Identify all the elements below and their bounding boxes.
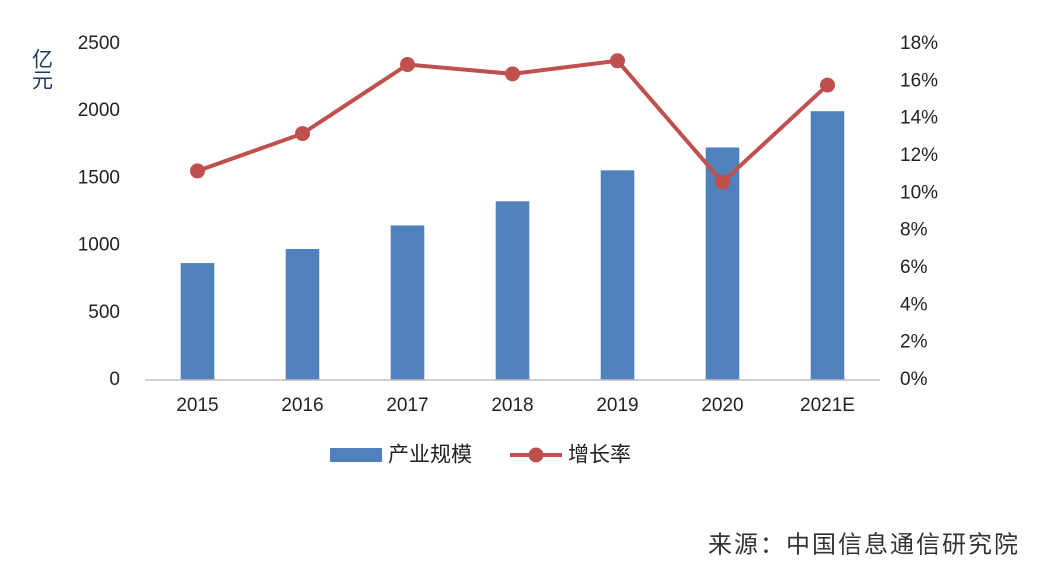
- y2-tick-label: 12%: [900, 145, 938, 166]
- y-tick-label: 2000: [78, 100, 120, 121]
- legend-swatch: [330, 448, 382, 462]
- y-tick-label: 0: [109, 369, 120, 390]
- x-tick-label: 2018: [491, 395, 533, 416]
- x-tick-label: 2017: [386, 395, 428, 416]
- y2-tick-label: 8%: [900, 220, 928, 241]
- bar: [285, 248, 320, 380]
- y2-tick-label: 0%: [900, 369, 928, 390]
- y-axis-label: 亿元: [29, 48, 53, 90]
- bar: [810, 111, 845, 380]
- y2-tick-label: 10%: [900, 182, 938, 203]
- bar: [390, 225, 425, 380]
- y2-tick-label: 2%: [900, 332, 928, 353]
- line-point: [715, 174, 730, 190]
- y2-tick-label: 4%: [900, 294, 928, 315]
- x-tick-label: 2016: [281, 395, 323, 416]
- y-tick-label: 1500: [78, 167, 120, 188]
- legend-label: 产业规模: [388, 444, 472, 467]
- legend-label: 增长率: [568, 444, 631, 467]
- y2-tick-label: 18%: [900, 33, 938, 54]
- line-point: [190, 163, 205, 179]
- x-tick-label: 2020: [701, 395, 743, 416]
- y-tick-label: 1000: [78, 235, 120, 256]
- bar: [180, 263, 215, 380]
- x-tick-label: 2019: [596, 395, 638, 416]
- line-point: [505, 66, 520, 82]
- y-tick-label: 2500: [78, 33, 120, 54]
- y2-tick-label: 6%: [900, 257, 928, 278]
- bar: [600, 170, 635, 380]
- x-tick-label: 2015: [176, 395, 218, 416]
- y2-tick-label: 16%: [900, 70, 938, 91]
- line-point: [820, 77, 835, 93]
- x-tick-label: 2021E: [800, 395, 855, 416]
- legend-swatch: [528, 447, 544, 463]
- source-note: 来源：中国信息通信研究院: [708, 531, 1020, 558]
- y2-tick-label: 14%: [900, 108, 938, 129]
- line-point: [610, 53, 625, 69]
- line-point: [400, 57, 415, 73]
- line-point: [295, 126, 310, 142]
- y-tick-label: 500: [88, 302, 120, 323]
- bar: [495, 201, 530, 380]
